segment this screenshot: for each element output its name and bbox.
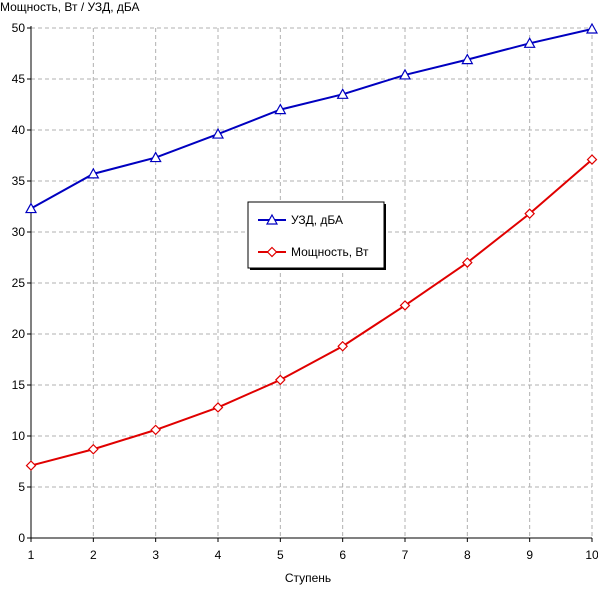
x-tick-label: 10 xyxy=(585,548,598,562)
x-tick-label: 6 xyxy=(339,548,346,562)
x-tick-label: 5 xyxy=(277,548,284,562)
legend-item-0: УЗД, дБА xyxy=(258,213,343,227)
series-1 xyxy=(25,154,598,471)
x-tick-label: 8 xyxy=(464,548,471,562)
x-tick-label: 1 xyxy=(28,548,35,562)
data-point xyxy=(24,202,38,214)
y-tick-label: 45 xyxy=(12,72,26,86)
legend-item-1: Мощность, Вт xyxy=(258,245,369,259)
y-tick-label: 50 xyxy=(12,21,26,35)
data-point xyxy=(336,88,349,99)
series-line xyxy=(30,28,593,210)
series-layer xyxy=(24,22,598,471)
x-tick-label: 4 xyxy=(215,548,222,562)
legend-marker xyxy=(265,213,279,225)
data-point xyxy=(399,300,411,311)
y-tick-label: 25 xyxy=(12,276,26,290)
data-point xyxy=(523,37,536,48)
grid-layer xyxy=(31,27,593,538)
y-tick-label: 35 xyxy=(12,174,26,188)
data-point xyxy=(398,68,412,80)
x-tick-label: 9 xyxy=(526,548,533,562)
data-point xyxy=(87,443,99,455)
series-line xyxy=(30,158,593,467)
legend-marker xyxy=(266,246,278,258)
data-point xyxy=(212,402,224,413)
y-tick-label: 0 xyxy=(18,531,25,545)
data-point xyxy=(524,208,536,219)
data-point xyxy=(211,127,225,139)
y-tick-label: 10 xyxy=(12,429,26,443)
legend-label: Мощность, Вт xyxy=(291,245,369,259)
data-point xyxy=(337,340,349,352)
y-tick-label: 40 xyxy=(12,123,26,137)
data-point xyxy=(150,424,162,436)
y-axis-title: Мощность, Вт / УЗД, дБА xyxy=(0,0,140,14)
y-tick-label: 5 xyxy=(18,480,25,494)
x-tick-label: 3 xyxy=(152,548,159,562)
data-point xyxy=(149,151,162,163)
y-tick-label: 30 xyxy=(12,225,26,239)
series-0 xyxy=(24,22,598,214)
y-tick-label: 20 xyxy=(12,327,26,341)
data-point xyxy=(461,53,474,65)
data-point xyxy=(585,22,598,34)
data-point xyxy=(461,257,473,268)
y-tick-label: 15 xyxy=(12,378,26,392)
legend-label: УЗД, дБА xyxy=(291,213,343,227)
data-point xyxy=(25,460,37,471)
x-tick-label: 2 xyxy=(90,548,97,562)
data-point xyxy=(274,374,286,386)
data-point xyxy=(87,167,100,179)
data-point xyxy=(274,103,287,115)
legend-box xyxy=(247,201,385,269)
x-axis-title: Ступень xyxy=(285,571,331,585)
legend: УЗД, дБА Мощность, Вт xyxy=(247,201,386,270)
x-tick-label: 7 xyxy=(402,548,409,562)
data-point xyxy=(586,154,598,165)
